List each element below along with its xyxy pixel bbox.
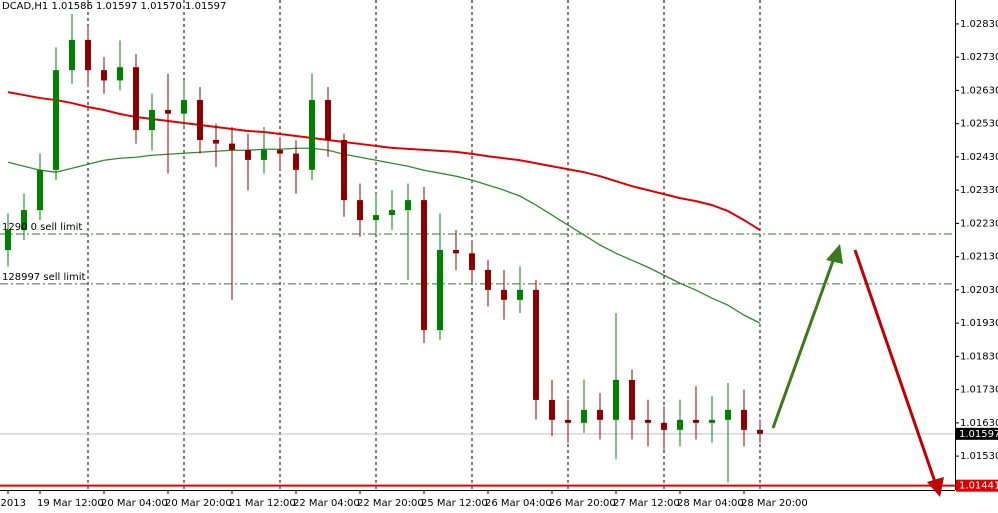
- x-tick-label: 26 Mar 04:00: [485, 498, 552, 509]
- candle-body: [645, 419, 651, 423]
- candle-body: [277, 149, 283, 154]
- candle-body: [741, 409, 747, 430]
- candle-body: [149, 110, 155, 130]
- candle-body: [261, 149, 267, 160]
- y-tick-label: 1.01630: [960, 418, 998, 429]
- y-tick-label: 1.02130: [960, 252, 998, 263]
- plot-area: [0, 0, 955, 490]
- up-arrow: [771, 257, 836, 429]
- candle-body: [53, 70, 59, 170]
- candle-body: [21, 210, 27, 231]
- y-tick-label: 1.02630: [960, 85, 998, 96]
- candle-body: [85, 39, 91, 71]
- x-tick-label: 21 Mar 12:00: [229, 498, 296, 509]
- candle-body: [5, 230, 11, 250]
- candle-body: [517, 289, 523, 300]
- price-box: [956, 479, 998, 492]
- x-tick-label: 26 Mar 20:00: [549, 498, 616, 509]
- y-tick-label: 1.02430: [960, 152, 998, 163]
- x-tick-label: 27 Mar 12:00: [613, 498, 680, 509]
- candle-body: [229, 143, 235, 150]
- candle-body: [405, 200, 411, 211]
- candle-body: [581, 409, 587, 423]
- price-box: [956, 427, 998, 440]
- y-tick-label: 1.01830: [960, 351, 998, 362]
- candle-body: [613, 379, 619, 420]
- y-tick-label: 1.01930: [960, 318, 998, 329]
- candle-body: [117, 67, 123, 81]
- y-tick-label: 1.01530: [960, 451, 998, 462]
- candle-body: [293, 153, 299, 170]
- candle-body: [245, 149, 251, 160]
- y-tick-label: 1.01730: [960, 385, 998, 396]
- x-tick-label: 28 Mar 20:00: [741, 498, 808, 509]
- order-label: 128997 sell limit: [2, 272, 86, 283]
- candle-body: [501, 289, 507, 300]
- order-label: 1290 0 sell limit: [2, 222, 82, 233]
- y-tick-label: 1.02830: [960, 19, 998, 30]
- candle-body: [181, 100, 187, 114]
- y-tick-label: 1.02330: [960, 185, 998, 196]
- candle-body: [677, 419, 683, 430]
- x-tick-label: 28 Mar 04:00: [677, 498, 744, 509]
- x-tick-label: 20 Mar 20:00: [165, 498, 232, 509]
- price-label: 1.01597: [959, 429, 998, 440]
- y-tick-label: 1.02230: [960, 218, 998, 229]
- candle-body: [69, 39, 75, 71]
- candle-body: [357, 200, 363, 221]
- x-tick-label: 25 Mar 12:00: [421, 498, 488, 509]
- chart-title: DCAD,H1 1.01586 1.01597 1.01570 1.01597: [2, 1, 226, 12]
- candle-body: [309, 100, 315, 170]
- candle-body: [389, 210, 395, 216]
- moving-average: [7, 147, 761, 324]
- candle-body: [101, 70, 107, 81]
- candle-body: [597, 409, 603, 420]
- x-tick-label: 22 Mar 04:00: [293, 498, 360, 509]
- x-tick-label: 22 Mar 20:00: [357, 498, 424, 509]
- candle-body: [565, 419, 571, 423]
- candle-body: [213, 139, 219, 144]
- candle-body: [549, 399, 555, 420]
- candle-body: [133, 67, 139, 130]
- candle-body: [421, 200, 427, 331]
- candle-body: [533, 289, 539, 400]
- candle-body: [437, 249, 443, 331]
- candle-body: [373, 215, 379, 221]
- x-tick-label: 19 Mar 12:00: [37, 498, 104, 509]
- y-tick-label: 1.02730: [960, 52, 998, 63]
- candle-body: [661, 422, 667, 430]
- candle-body: [37, 169, 43, 211]
- price-label: 1.01441: [959, 481, 998, 492]
- down-arrow: [853, 249, 937, 483]
- candle-body: [629, 379, 635, 420]
- up-arrow-head: [826, 244, 843, 264]
- y-tick-label: 1.02030: [960, 285, 998, 296]
- candle-body: [197, 100, 203, 140]
- candle-body: [341, 139, 347, 201]
- down-arrow-head: [927, 477, 944, 497]
- candle-body: [709, 419, 715, 423]
- y-tick-label: 1.02530: [960, 119, 998, 130]
- candle-body: [693, 419, 699, 423]
- x-tick-label: r 2013: [0, 498, 26, 509]
- candle-body: [725, 409, 731, 420]
- candle-body: [165, 110, 171, 114]
- candle-body: [453, 249, 459, 254]
- candle-body: [757, 429, 763, 434]
- candle-body: [325, 100, 331, 140]
- x-tick-label: 20 Mar 04:00: [101, 498, 168, 509]
- candle-body: [469, 253, 475, 270]
- candle-body: [485, 269, 491, 290]
